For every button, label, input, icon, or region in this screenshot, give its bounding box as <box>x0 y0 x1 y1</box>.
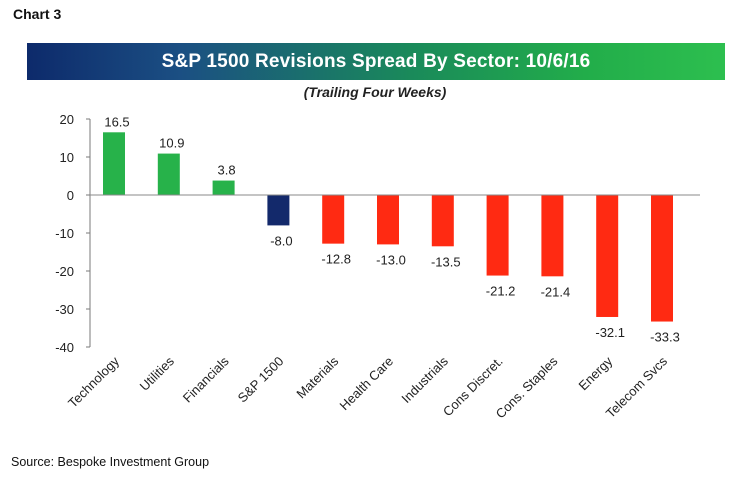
bar <box>212 180 235 195</box>
y-tick-label: -30 <box>55 302 74 317</box>
chart-subtitle: (Trailing Four Weeks) <box>303 84 447 100</box>
x-tick-label: Energy <box>576 353 616 393</box>
bar <box>596 195 619 317</box>
bar <box>651 195 673 322</box>
x-tick-label: Health Care <box>336 354 396 414</box>
bar <box>103 132 125 195</box>
y-tick-label: 20 <box>60 112 74 127</box>
data-label: -8.0 <box>270 233 292 248</box>
figure-label: Chart 3 <box>13 6 62 22</box>
x-tick-label: S&P 1500 <box>235 354 287 406</box>
data-label: -13.5 <box>431 254 461 269</box>
data-label: 3.8 <box>218 163 236 178</box>
data-label: -21.2 <box>486 284 516 299</box>
x-tick-label: Materials <box>293 353 341 401</box>
chart-title-bar: S&P 1500 Revisions Spread By Sector: 10/… <box>27 43 725 80</box>
x-tick-label: Industrials <box>398 353 451 406</box>
bar <box>267 195 290 226</box>
data-label: -13.0 <box>376 252 406 267</box>
chart-title: S&P 1500 Revisions Spread By Sector: 10/… <box>161 50 591 72</box>
data-label: -21.4 <box>541 284 571 299</box>
data-label: 16.5 <box>104 114 129 129</box>
y-tick-label: 0 <box>67 188 74 203</box>
data-label: 10.9 <box>159 136 184 151</box>
x-tick-label: Financials <box>180 353 232 405</box>
y-tick-label: -40 <box>55 340 74 355</box>
x-tick-label: Technology <box>65 353 122 410</box>
bar <box>322 195 345 244</box>
x-tick-label: Utilities <box>137 353 178 394</box>
source-note: Source: Bespoke Investment Group <box>11 455 210 469</box>
y-tick-label: -10 <box>55 226 74 241</box>
bar <box>541 195 564 277</box>
bar <box>486 195 509 276</box>
y-tick-label: 10 <box>60 150 74 165</box>
data-label: -32.1 <box>595 325 625 340</box>
bar <box>431 195 454 247</box>
data-label: -12.8 <box>321 252 351 267</box>
bar <box>377 195 399 245</box>
bar <box>157 153 180 195</box>
data-label: -33.3 <box>650 330 680 345</box>
y-tick-label: -20 <box>55 264 74 279</box>
